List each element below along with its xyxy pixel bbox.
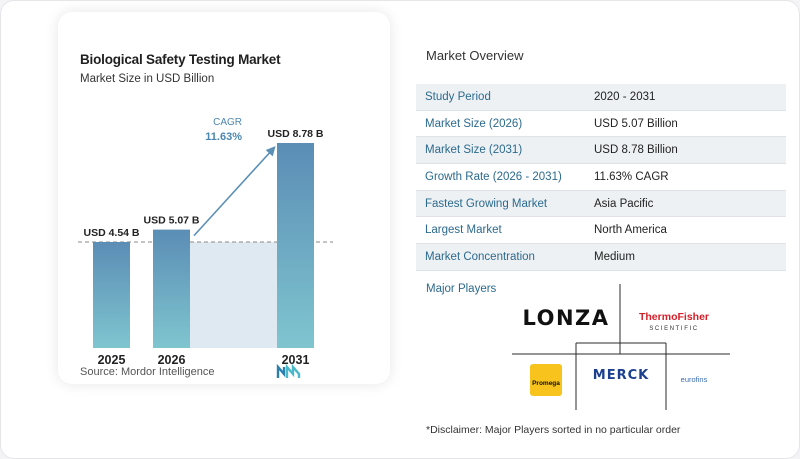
source-note: Source: Mordor Intelligence [80,366,215,378]
merck-logo: MERCK [593,368,649,383]
overview-row: Largest Market North America [416,217,786,245]
overview-row-value: USD 5.07 Billion [594,117,678,130]
overview-row-value: 11.63% CAGR [594,170,669,183]
thermofisher-logo: ThermoFisher [639,311,709,323]
overview-row: Fastest Growing Market Asia Pacific [416,190,786,218]
cagr-arrow [193,146,276,237]
overview-row: Growth Rate (2026 - 2031) 11.63% CAGR [416,164,786,191]
chart-subtitle: Market Size in USD Billion [80,73,215,85]
x-tick-2031: 2031 [282,353,310,367]
bar-2025 [93,241,130,348]
overview-row-key: Market Concentration [425,250,535,263]
thermofisher-sub-logo: SCIENTIFIC [649,326,698,332]
market-overview-panel: Market Overview Study Period 2020 - 2031 M… [416,0,786,459]
disclaimer: *Disclaimer: Major Players sorted in no … [426,424,681,436]
overview-row-value: 2020 - 2031 [594,90,656,103]
major-players-grid: LONZA ThermoFisher SCIENTIFIC Promega ME… [512,284,730,410]
overview-row: Market Concentration Medium [416,244,786,271]
x-tick-2026: 2026 [158,353,186,367]
data-label-2026: USD 5.07 B [143,215,199,227]
x-tick-2025: 2025 [98,353,126,367]
overview-row: Study Period 2020 - 2031 [416,84,786,111]
data-label-2031: USD 8.78 B [267,128,323,140]
baseline-shade-area [190,241,277,348]
overview-row-value: Medium [594,250,635,263]
overview-title: Market Overview [426,48,524,63]
data-label-2025: USD 4.54 B [83,227,139,239]
promega-logo: Promega [532,380,560,387]
bar-chart: USD 4.54 B USD 5.07 B USD 8.78 B 2025 2026 2… [78,117,333,367]
chart-title: Biological Safety Testing Market [80,52,281,67]
overview-row-key: Market Size (2031) [425,144,523,157]
overview-row-value: North America [594,224,667,237]
overview-row: Market Size (2026) USD 5.07 Billion [416,111,786,138]
overview-row-value: USD 8.78 Billion [594,144,678,157]
promega-logo-badge [530,364,562,396]
cagr-value: 11.63% [205,131,242,143]
mordor-intelligence-logo-icon [276,364,301,378]
overview-row: Market Size (2031) USD 8.78 Billion [416,137,786,165]
eurofins-logo: eurofins [681,375,708,384]
chart-card: Biological Safety Testing Market Market … [58,12,390,384]
bar-2031 [277,143,314,348]
overview-row-key: Market Size (2026) [425,117,523,130]
overview-row-key: Fastest Growing Market [425,197,548,210]
cagr-label: CAGR [213,117,242,128]
overview-row-key: Study Period [425,90,491,103]
overview-row-key: Growth Rate (2026 - 2031) [425,170,562,183]
overview-table: Study Period 2020 - 2031 Market Size (2026… [416,84,786,271]
lonza-logo: LONZA [522,306,609,330]
major-players-title: Major Players [426,283,497,295]
overview-row-key: Largest Market [425,224,502,237]
overview-row-value: Asia Pacific [594,197,654,210]
bar-2026 [153,229,190,348]
